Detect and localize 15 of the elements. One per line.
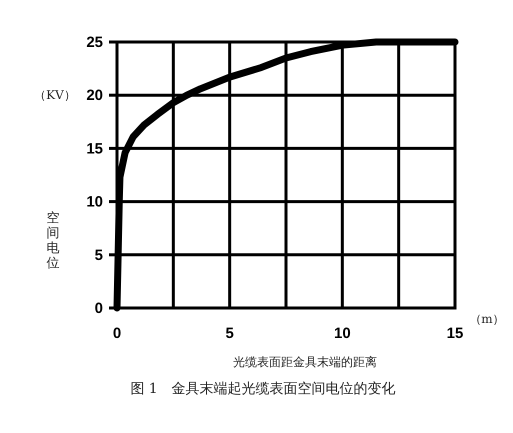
x-tick-label: 10 [334,325,351,342]
y-tick-label: 0 [94,300,103,317]
y-tick-label: 5 [94,246,103,264]
x-tick-label: 5 [225,325,234,342]
y-axis-title: 空间电位 [46,211,60,271]
x-axis-title: 光缆表面距金具末端的距离 [233,355,377,369]
text: （KV） [34,88,76,102]
y-tick-label: 20 [86,87,103,104]
x-tick-label: 15 [446,325,464,342]
x-tick-label: 0 [112,325,122,342]
y-tick-label: 25 [86,34,103,51]
text: 图 1 金具末端起光缆表面空间电位的变化 [130,381,396,397]
y-tick-label: 15 [86,140,103,158]
text: （m） [469,312,505,326]
y-tick-label: 10 [86,194,103,211]
